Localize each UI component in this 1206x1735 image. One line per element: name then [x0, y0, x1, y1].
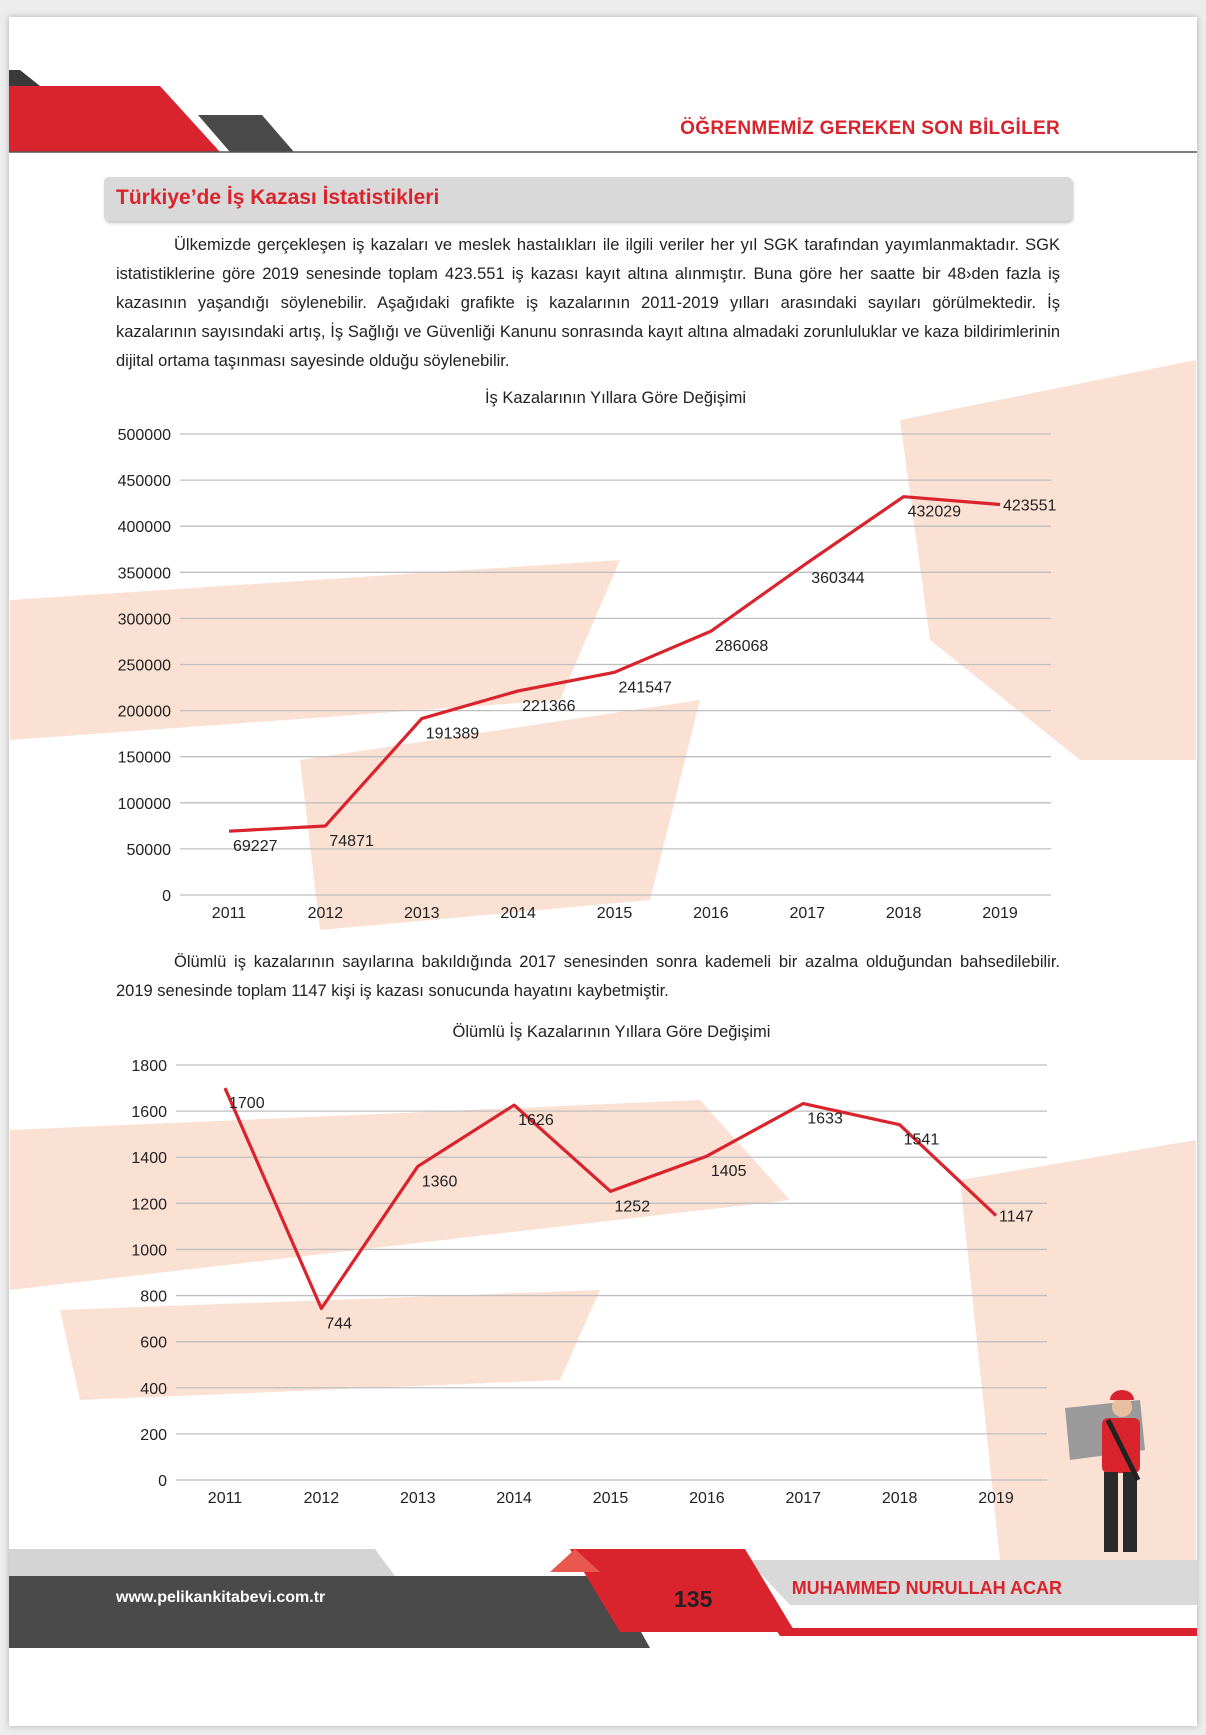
- leg: [1104, 1472, 1118, 1552]
- chart-title: İş Kazalarının Yıllara Göre Değişimi: [485, 388, 746, 407]
- x-tick-label: 2017: [789, 905, 825, 922]
- y-tick-label: 600: [140, 1335, 167, 1352]
- data-label: 221366: [522, 698, 575, 715]
- y-tick-label: 1000: [131, 1242, 167, 1259]
- x-tick-label: 2012: [304, 1490, 340, 1507]
- x-tick-label: 2018: [882, 1490, 918, 1507]
- helmet: [1110, 1390, 1134, 1400]
- data-label: 69227: [233, 838, 278, 855]
- y-tick-label: 1800: [131, 1058, 167, 1075]
- paragraph: Ülkemizde gerçekleşen iş kazaları ve mes…: [116, 236, 1060, 370]
- y-tick-label: 1600: [131, 1104, 167, 1121]
- header-shape: [9, 70, 40, 86]
- x-tick-label: 2015: [597, 905, 633, 922]
- data-line: [228, 495, 1001, 833]
- header-shape: [9, 86, 220, 152]
- data-label: 423551: [1003, 497, 1056, 514]
- chart-title: Ölümlü İş Kazalarının Yıllara Göre Değiş…: [453, 1022, 771, 1041]
- y-tick-label: 100000: [118, 796, 171, 813]
- paragraph: Ölümlü iş kazalarının sayılarına bakıldı…: [116, 953, 1060, 1000]
- head: [1112, 1397, 1132, 1417]
- footer-rule: [775, 1628, 1197, 1636]
- data-label: 1541: [904, 1132, 940, 1149]
- y-tick-label: 350000: [118, 565, 171, 582]
- brush: [900, 360, 1196, 760]
- x-tick-label: 2015: [593, 1490, 629, 1507]
- data-label: 1252: [615, 1198, 651, 1215]
- footer-website: www.pelikankitabevi.com.tr: [116, 1589, 326, 1606]
- x-tick-label: 2011: [208, 1490, 243, 1507]
- brush: [60, 1290, 600, 1400]
- y-tick-label: 400000: [118, 519, 171, 536]
- brush: [300, 700, 700, 930]
- x-tick-label: 2018: [886, 905, 922, 922]
- y-tick-label: 250000: [118, 658, 171, 675]
- strap: [1105, 1418, 1141, 1482]
- header-title: ÖĞRENMEMİZ GEREKEN SON BİLGİLER: [680, 118, 1060, 139]
- leg: [1123, 1472, 1137, 1552]
- x-tick-label: 2014: [500, 905, 536, 922]
- x-tick-label: 2016: [689, 1490, 725, 1507]
- data-label: 1633: [807, 1111, 843, 1128]
- data-label: 360344: [811, 570, 864, 587]
- y-tick-label: 0: [162, 888, 171, 905]
- footer-shape: [9, 1576, 650, 1648]
- data-line: [223, 1087, 998, 1311]
- data-label: 432029: [908, 504, 961, 521]
- data-label: 1405: [711, 1163, 747, 1180]
- x-tick-label: 2014: [496, 1490, 532, 1507]
- data-label: 1626: [518, 1112, 554, 1129]
- data-label: 241547: [619, 679, 672, 696]
- data-label: 1147: [999, 1209, 1034, 1226]
- section-title-box: Türkiye’de İş Kazası İstatistikleri: [104, 177, 1072, 221]
- x-tick-label: 2016: [693, 905, 729, 922]
- x-tick-label: 2012: [308, 905, 344, 922]
- header-shape: [198, 115, 294, 152]
- footer-author: MUHAMMED NURULLAH ACAR: [791, 1578, 1062, 1598]
- y-tick-label: 400: [140, 1381, 167, 1398]
- y-tick-label: 50000: [127, 842, 172, 859]
- y-tick-label: 500000: [118, 427, 171, 444]
- page-number: 135: [674, 1586, 713, 1612]
- section-title: Türkiye’de İş Kazası İstatistikleri: [116, 186, 440, 209]
- footer-shape: [550, 1549, 600, 1572]
- y-tick-label: 200000: [118, 704, 171, 721]
- y-tick-label: 1400: [131, 1150, 167, 1167]
- data-label: 1700: [229, 1095, 265, 1112]
- data-label: 74871: [329, 833, 374, 850]
- y-tick-label: 1200: [131, 1196, 167, 1213]
- data-label: 744: [325, 1315, 352, 1332]
- x-tick-label: 2019: [978, 1490, 1014, 1507]
- data-label: 1360: [422, 1173, 458, 1190]
- x-tick-label: 2013: [404, 905, 440, 922]
- x-tick-label: 2011: [212, 905, 247, 922]
- x-tick-label: 2013: [400, 1490, 436, 1507]
- data-label: 191389: [426, 726, 479, 743]
- x-tick-label: 2019: [982, 905, 1018, 922]
- y-tick-label: 150000: [118, 750, 171, 767]
- y-tick-label: 300000: [118, 611, 171, 628]
- y-tick-label: 800: [140, 1289, 167, 1306]
- worker-illustration: [1065, 1390, 1145, 1552]
- footer-shape: [748, 1560, 1197, 1605]
- y-tick-label: 0: [158, 1473, 167, 1490]
- y-tick-label: 200: [140, 1427, 167, 1444]
- y-tick-label: 450000: [118, 473, 171, 490]
- footer-shape: [9, 1549, 395, 1576]
- data-label: 286068: [715, 638, 768, 655]
- x-tick-label: 2017: [785, 1490, 821, 1507]
- brush: [10, 560, 620, 740]
- footer-shape: [570, 1549, 795, 1632]
